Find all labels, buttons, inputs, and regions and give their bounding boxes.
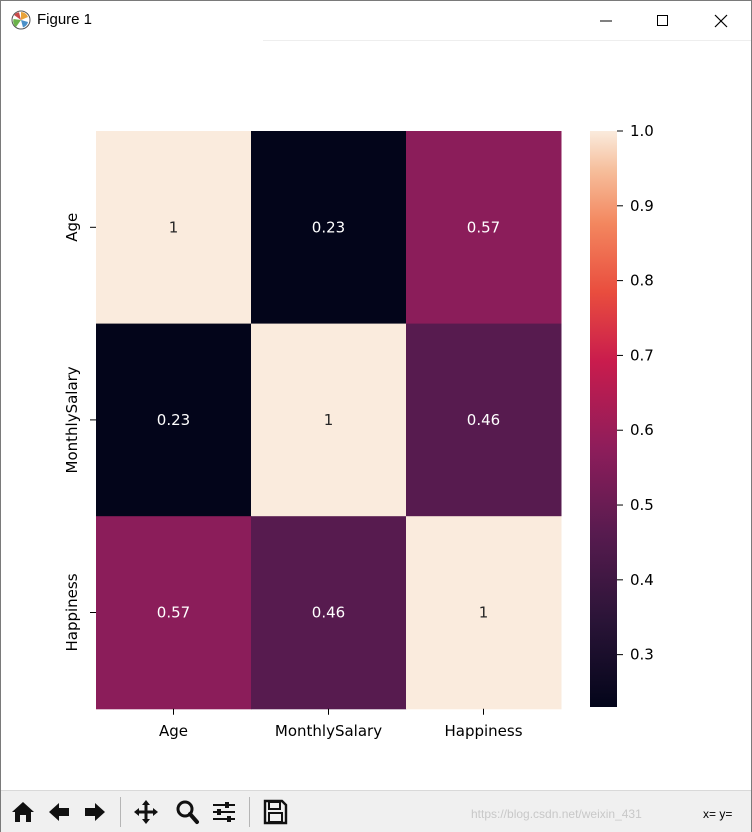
colorbar-tick-label: 0.9 [630, 197, 654, 215]
close-button[interactable] [692, 1, 750, 40]
heatmap-cell [96, 131, 252, 325]
x-tick-label: MonthlySalary [275, 722, 382, 740]
colorbar-tick-label: 0.5 [630, 496, 654, 514]
colorbar-tick-label: 0.6 [630, 421, 654, 439]
y-tick-label: MonthlySalary [63, 366, 81, 473]
home-icon [12, 802, 34, 822]
title-bar[interactable]: Figure 1 [1, 1, 751, 40]
cell-annotation: 0.23 [157, 411, 190, 429]
heatmap-cell [251, 131, 407, 325]
colorbar-tick-label: 0.3 [630, 646, 654, 664]
maximize-icon [657, 15, 668, 26]
back-button[interactable] [43, 796, 75, 828]
heatmap-cell [406, 131, 562, 325]
forward-icon [85, 803, 105, 821]
cell-annotation: 1 [169, 218, 179, 236]
cell-annotation: 0.57 [157, 604, 190, 622]
heatmap-cell [251, 323, 407, 517]
window-title: Figure 1 [37, 11, 93, 28]
toolbar-separator [120, 797, 121, 827]
cell-annotation: 0.46 [467, 411, 500, 429]
figure-canvas[interactable]: 1 0.23 0.57 0.23 1 0.46 0.57 0.46 1 Age MonthlySa… [1, 41, 751, 789]
heatmap-cell [96, 516, 252, 710]
home-button[interactable] [7, 796, 39, 828]
colorbar-tick-label: 0.4 [630, 571, 654, 589]
heatmap-cell [406, 516, 562, 710]
forward-button[interactable] [79, 796, 111, 828]
colorbar-tick-label: 0.7 [630, 346, 654, 364]
heatmap-cell [406, 323, 562, 517]
heatmap-chart: 1 0.23 0.57 0.23 1 0.46 0.57 0.46 1 Age MonthlySa… [63, 122, 654, 740]
maximize-button[interactable] [634, 1, 692, 40]
colorbar-tick-label: 1.0 [630, 122, 654, 140]
cell-annotation: 0.23 [312, 218, 345, 236]
pan-button[interactable] [130, 796, 162, 828]
zoom-icon [176, 800, 199, 824]
zoom-button[interactable] [171, 796, 203, 828]
pan-icon [134, 800, 158, 824]
save-button[interactable] [259, 796, 291, 828]
colorbar-tick-label: 0.8 [630, 272, 654, 290]
colorbar [590, 131, 617, 707]
minimize-button[interactable] [577, 1, 635, 40]
cell-annotation: 0.46 [312, 604, 345, 622]
navigation-toolbar: https://blog.csdn.net/weixin_431 x= y= [1, 790, 751, 832]
cell-annotation: 0.57 [467, 218, 500, 236]
toolbar-separator [249, 797, 250, 827]
minimize-icon [600, 20, 612, 22]
cell-annotation: 1 [479, 604, 489, 622]
configure-subplots-icon [213, 802, 235, 822]
x-tick-label: Age [159, 722, 188, 740]
watermark-text: https://blog.csdn.net/weixin_431 [471, 807, 642, 821]
coordinates-readout: x= y= [703, 807, 733, 821]
cell-annotation: 1 [324, 411, 334, 429]
configure-subplots-button[interactable] [208, 796, 240, 828]
heatmap-cell [96, 323, 252, 517]
title-divider [263, 40, 751, 41]
y-tick-label: Age [63, 213, 81, 242]
heatmap-cell [251, 516, 407, 710]
close-icon [714, 14, 728, 28]
x-tick-label: Happiness [444, 722, 522, 740]
save-icon [263, 799, 288, 825]
back-icon [49, 803, 69, 821]
y-tick-label: Happiness [63, 573, 81, 651]
matplotlib-logo-icon [11, 10, 31, 30]
